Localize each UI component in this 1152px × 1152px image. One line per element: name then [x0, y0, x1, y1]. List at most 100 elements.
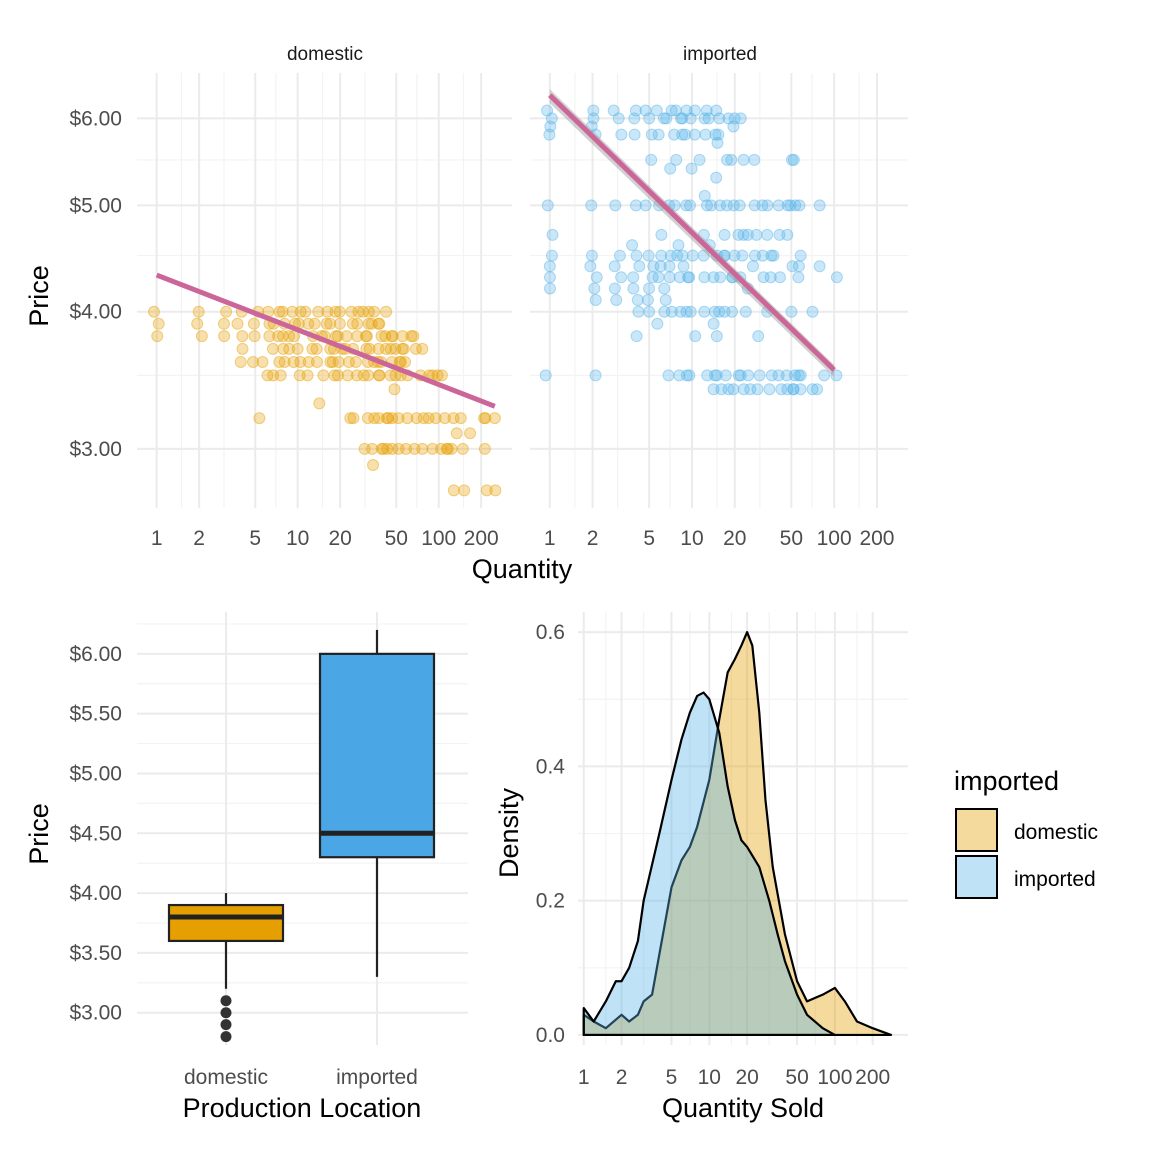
scatter-point	[349, 355, 362, 368]
scatter-point	[273, 305, 286, 318]
scatter-point	[590, 271, 603, 284]
scatter-point	[382, 412, 395, 425]
scatter-point	[456, 442, 469, 455]
scatter-point	[192, 305, 205, 318]
y-tick-label: $5.00	[69, 762, 122, 785]
scatter-point	[429, 412, 442, 425]
scatter-point	[672, 239, 685, 252]
scatter-point	[357, 305, 370, 318]
scatter-point	[308, 317, 321, 330]
scatter-point	[655, 228, 668, 241]
scatter-point	[643, 305, 656, 318]
scatter-point	[761, 199, 774, 212]
x-tick-label: 5	[643, 527, 655, 550]
scatter-point	[725, 153, 738, 166]
scatter-point	[479, 412, 492, 425]
y-tick-label: $3.00	[69, 1002, 122, 1025]
density-x-axis-title: Quantity Sold	[662, 1093, 824, 1123]
x-tick-label: 20	[735, 1066, 758, 1089]
x-tick-label: imported	[336, 1066, 418, 1089]
scatter-point	[324, 317, 337, 330]
scatter-point	[400, 442, 413, 455]
scatter-point	[333, 317, 346, 330]
scatter-point	[312, 305, 325, 318]
y-tick-label: 0.4	[536, 755, 566, 778]
scatter-point	[628, 128, 641, 141]
scatter-point	[688, 128, 701, 141]
scatter-point	[277, 342, 290, 355]
scatter-point	[718, 305, 731, 318]
scatter-point	[787, 383, 800, 396]
scatter-point	[765, 369, 778, 382]
scatter-point	[647, 260, 660, 273]
scatter-point	[714, 199, 727, 212]
scatter-point	[676, 112, 689, 125]
scatter-point	[351, 317, 364, 330]
scatter-point	[786, 260, 799, 273]
scatter-point	[333, 305, 346, 318]
x-tick-label: 1	[544, 527, 556, 550]
scatter-point	[781, 228, 794, 241]
scatter-point	[392, 412, 405, 425]
scatter-point	[253, 412, 266, 425]
scatter-point	[293, 369, 306, 382]
scatter-point	[615, 271, 628, 284]
scatter-point	[610, 293, 623, 306]
scatter-point	[543, 282, 556, 295]
scatter-point	[365, 317, 378, 330]
scatter-point	[707, 383, 720, 396]
boxplot-y-axis-title: Price	[24, 803, 54, 865]
scatter-point	[719, 369, 732, 382]
scatter-point	[478, 412, 491, 425]
scatter-point	[674, 305, 687, 318]
scatter-point	[765, 249, 778, 262]
scatter-point	[263, 330, 276, 343]
scatter-point	[753, 369, 766, 382]
scatter-point	[700, 104, 713, 117]
scatter-point	[668, 128, 681, 141]
scatter-point	[737, 383, 750, 396]
scatter-point	[380, 412, 393, 425]
scatter-point	[756, 199, 769, 212]
scatter-point	[655, 249, 668, 262]
scatter-point	[727, 199, 740, 212]
scatter-point	[630, 330, 643, 343]
scatter-point	[652, 128, 665, 141]
scatter-point	[313, 397, 326, 410]
scatter-point	[584, 260, 597, 273]
scatter-point	[718, 228, 731, 241]
x-tick-label: 100	[421, 527, 456, 550]
scatter-point	[478, 442, 491, 455]
scatter-point	[732, 228, 745, 241]
y-tick-label: $6.00	[69, 107, 122, 130]
scatter-point	[287, 355, 300, 368]
scatter-point	[713, 112, 726, 125]
scatter-point	[639, 104, 652, 117]
scatter-point	[367, 459, 380, 472]
box-outlier	[220, 995, 232, 1007]
scatter-point	[488, 412, 501, 425]
scatter-point	[445, 442, 458, 455]
scatter-point	[697, 249, 710, 262]
scatter-point	[351, 330, 364, 343]
scatter-point	[670, 153, 683, 166]
scatter-point	[642, 249, 655, 262]
scatter-point	[698, 305, 711, 318]
scatter-point	[375, 330, 388, 343]
x-tick-label: 200	[464, 527, 499, 550]
trend-line	[548, 93, 836, 372]
scatter-point	[541, 104, 554, 117]
scatter-panel-domestic: domestic $3.00 $4.00 $5.00 $6.00 1 2 5 10 20 50 1…	[69, 44, 512, 550]
scatter-point	[151, 330, 164, 343]
scatter-point	[301, 369, 314, 382]
scatter-point	[274, 369, 287, 382]
scatter-point	[652, 271, 665, 284]
scatter-point	[152, 317, 165, 330]
scatter-point	[291, 342, 304, 355]
scatter-point	[708, 369, 721, 382]
scatter-point	[830, 369, 843, 382]
scatter-point	[302, 317, 315, 330]
scatter-point	[684, 305, 697, 318]
scatter-point	[737, 153, 750, 166]
scatter-point	[732, 369, 745, 382]
